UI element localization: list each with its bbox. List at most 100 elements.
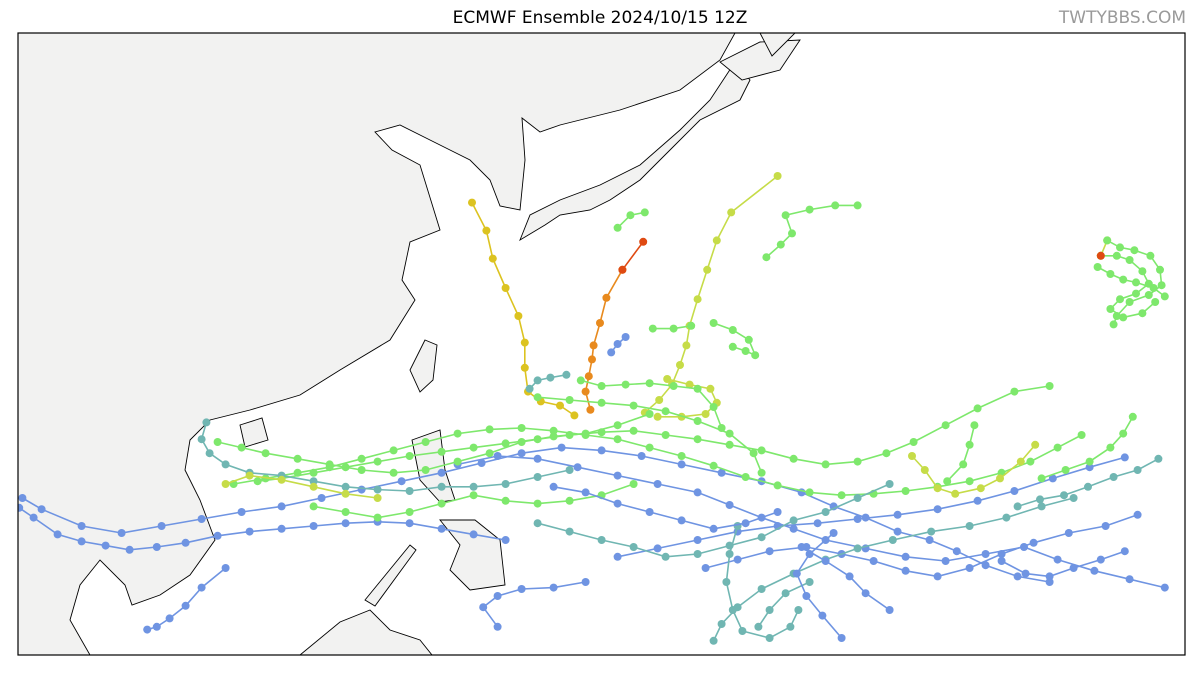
track-point	[909, 438, 918, 446]
track-point	[661, 552, 670, 561]
track-line	[233, 427, 1082, 497]
track-point	[788, 229, 796, 238]
track-point	[669, 382, 678, 390]
track-point	[933, 505, 942, 514]
tracks-layer	[18, 172, 1169, 645]
track-point	[725, 550, 734, 558]
track-point	[805, 205, 814, 214]
track-point	[309, 502, 318, 511]
track-point	[1101, 522, 1110, 530]
track-point	[693, 417, 702, 425]
track-point	[597, 398, 606, 407]
track-point	[1026, 457, 1035, 466]
landmass-sakhalin	[759, 33, 796, 57]
track-point	[143, 625, 152, 634]
track-point	[501, 536, 510, 544]
track-point	[640, 208, 649, 217]
track-point	[389, 468, 398, 477]
track-point	[584, 372, 593, 381]
ensemble-track	[533, 480, 894, 561]
track-point	[1103, 236, 1112, 245]
track-point	[1016, 457, 1025, 466]
track-point	[749, 449, 758, 458]
track-point	[728, 326, 737, 334]
track-point	[261, 449, 270, 458]
track-point	[1096, 251, 1105, 260]
track-point	[997, 550, 1006, 558]
track-point	[1125, 256, 1134, 264]
track-point	[437, 468, 446, 477]
track-point	[488, 254, 497, 263]
ensemble-track	[549, 482, 782, 533]
track-point	[1151, 298, 1160, 306]
track-point	[562, 370, 571, 379]
track-point	[245, 527, 254, 536]
track-point	[773, 508, 782, 516]
track-line	[1001, 550, 1126, 578]
track-point	[485, 449, 494, 458]
track-point	[597, 382, 606, 390]
track-point	[959, 460, 968, 469]
track-point	[677, 516, 686, 525]
watermark: TWTYBBS.COM	[1058, 8, 1186, 28]
track-point	[469, 491, 478, 500]
track-point	[1133, 510, 1142, 519]
track-point	[893, 527, 902, 536]
track-point	[357, 466, 366, 474]
track-point	[663, 375, 672, 383]
track-point	[557, 443, 566, 452]
track-point	[965, 440, 974, 449]
track-point	[125, 545, 134, 554]
track-point	[712, 236, 721, 245]
track-point	[53, 530, 62, 539]
ensemble-track	[468, 198, 579, 420]
track-point	[1029, 538, 1038, 547]
ensemble-track	[797, 543, 894, 614]
track-point	[1149, 284, 1158, 292]
track-point	[869, 557, 878, 565]
ensemble-track	[613, 453, 1129, 561]
track-point	[469, 482, 478, 491]
track-point	[837, 634, 846, 642]
track-point	[757, 468, 766, 477]
track-point	[773, 172, 782, 180]
track-point	[831, 201, 840, 210]
track-point	[973, 404, 982, 413]
track-line	[457, 455, 1165, 589]
track-point	[744, 335, 753, 344]
track-point	[933, 572, 942, 581]
track-point	[853, 201, 862, 210]
track-point	[645, 443, 654, 452]
track-point	[1093, 263, 1102, 271]
track-point	[1120, 547, 1129, 556]
track-point	[853, 515, 862, 523]
track-point	[517, 424, 526, 432]
track-point	[517, 585, 526, 593]
track-point	[533, 454, 542, 463]
track-line	[529, 374, 567, 390]
track-point	[165, 614, 174, 623]
landmass-borneo	[299, 609, 433, 655]
ensemble-track	[525, 370, 571, 393]
track-point	[725, 440, 734, 449]
track-point	[805, 578, 814, 586]
ensemble-track	[762, 201, 862, 262]
track-point	[1085, 463, 1094, 472]
track-point	[789, 516, 798, 525]
track-point	[533, 376, 542, 385]
track-line	[537, 483, 890, 558]
track-point	[1160, 583, 1169, 592]
track-point	[952, 547, 961, 556]
track-point	[1119, 429, 1128, 438]
track-point	[773, 481, 782, 490]
track-point	[613, 435, 622, 444]
track-point	[973, 496, 982, 505]
track-point	[77, 522, 86, 530]
track-point	[1002, 513, 1011, 522]
track-point	[717, 468, 726, 477]
ensemble-track	[479, 578, 590, 631]
track-point	[901, 487, 910, 495]
track-line	[18, 507, 506, 551]
track-point	[1106, 443, 1115, 452]
